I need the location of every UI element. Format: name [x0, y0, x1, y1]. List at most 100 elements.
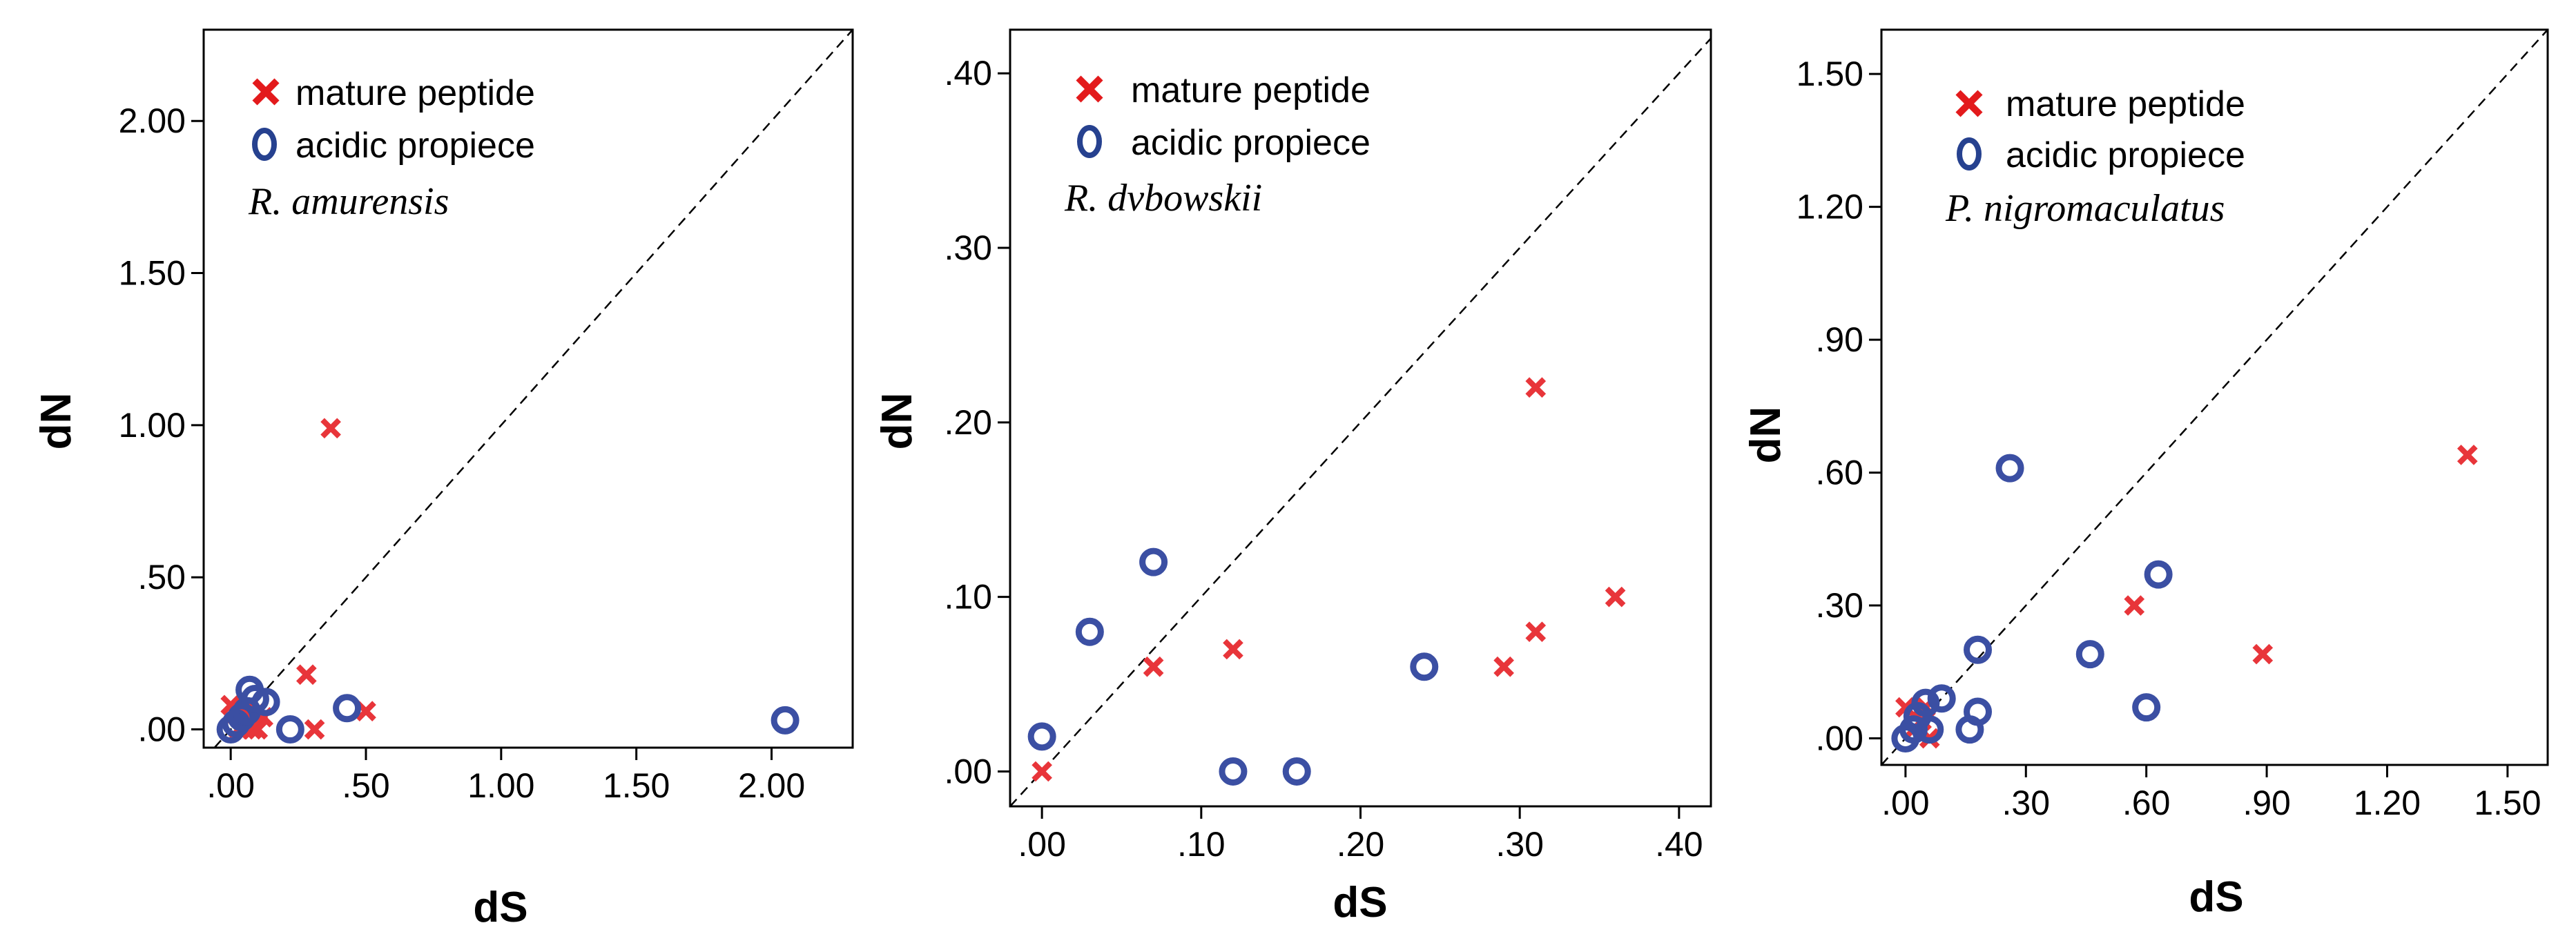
mature-peptide-point [1493, 656, 1514, 677]
x-tick-label: 2.00 [738, 766, 805, 805]
species-label: R. amurensis [248, 180, 449, 223]
x-tick-label: .00 [1018, 825, 1066, 864]
mature-peptide-point [1525, 377, 1547, 398]
y-tick-label: 1.20 [1797, 188, 1863, 226]
x-axis-label: dS [2189, 873, 2243, 921]
chart-panel-p-nigromaculatus: .00 .30 .60 .90 1.20 1.50 .00 .30 .60 .90 1.20 1.50… [1742, 28, 2549, 921]
chart-panel-r-amurensis: .00 .50 1.00 1.50 2.00 .00 .50 1.00 1.50 2.00 mat… [32, 28, 854, 931]
y-tick-label: .30 [944, 229, 992, 267]
x-tick-label: .90 [2243, 784, 2291, 822]
x-tick-label: .30 [2002, 784, 2051, 822]
mature-peptide-point [304, 719, 325, 740]
x-axis-label: dS [1333, 879, 1387, 926]
legend-circle-icon [1957, 137, 1982, 171]
y-tick-label: .50 [137, 558, 186, 596]
acidic-propiece-point [1410, 652, 1439, 681]
mature-peptide-point [1032, 761, 1052, 782]
y-axis-label: dN [873, 393, 921, 450]
legend-label-mature-peptide: mature peptide [296, 73, 535, 113]
acidic-propiece-point [1964, 635, 1993, 664]
y-tick-label: .00 [137, 710, 186, 749]
legend-label-acidic-propiece: acidic propiece [1131, 123, 1371, 163]
legend-x-icon [252, 78, 280, 106]
y-tick-label: 1.50 [119, 254, 186, 293]
acidic-propiece-point [333, 694, 362, 723]
data-points [216, 418, 800, 744]
acidic-propiece-point [2144, 560, 2173, 589]
acidic-propiece-point [1139, 547, 1168, 576]
y-tick-label: 1.50 [1797, 55, 1863, 93]
species-label: P. nigromaculatus [1945, 187, 2225, 230]
legend-label-mature-peptide: mature peptide [1131, 70, 1371, 110]
legend: mature peptide acidic propiece R. dvbows… [1064, 70, 1371, 220]
acidic-propiece-point [1911, 688, 1940, 717]
x-tick-label: .60 [2122, 784, 2171, 822]
x-tick-label: .20 [1337, 825, 1385, 864]
mature-peptide-point [320, 418, 341, 439]
x-tick-label: 1.50 [603, 766, 670, 805]
identity-reference-line [1881, 29, 2548, 766]
mature-peptide-point [1605, 586, 1626, 608]
legend-x-icon [1955, 90, 1983, 117]
y-tick-label: .90 [1815, 320, 1863, 359]
y-tick-label: .30 [1815, 586, 1863, 625]
legend-circle-icon [252, 128, 277, 161]
y-axis-label: dN [1742, 407, 1790, 464]
mature-peptide-point [2252, 643, 2274, 665]
y-tick-label: 1.00 [119, 406, 186, 445]
x-tick-label: .00 [206, 766, 255, 805]
mature-peptide-point [1223, 639, 1243, 660]
legend: mature peptide acidic propiece P. nigrom… [1945, 84, 2245, 230]
identity-reference-line [213, 29, 853, 748]
x-tick-label: .40 [1655, 825, 1703, 864]
legend-x-icon [1076, 75, 1103, 103]
legend-circle-icon [1077, 125, 1102, 158]
acidic-propiece-point [2075, 640, 2104, 669]
axis-ticks: .00 .30 .60 .90 1.20 1.50 .00 .30 .60 .90 1.20 1.50 [1797, 55, 2541, 822]
acidic-propiece-point [771, 706, 800, 735]
acidic-propiece-point [1927, 684, 1956, 713]
mature-peptide-point [1895, 697, 1916, 718]
acidic-propiece-point [1075, 617, 1104, 646]
x-tick-label: 1.00 [467, 766, 534, 805]
mature-peptide-point [296, 664, 317, 686]
axis-ticks: .00 .50 1.00 1.50 2.00 .00 .50 1.00 1.50 2.00 [119, 101, 805, 805]
mature-peptide-point [1143, 656, 1164, 677]
acidic-propiece-point [1915, 715, 1944, 744]
y-tick-label: .40 [944, 54, 992, 93]
data-points [1891, 445, 2478, 753]
acidic-propiece-point [1027, 722, 1056, 751]
y-tick-label: 2.00 [119, 101, 186, 140]
x-tick-label: 1.20 [2354, 784, 2421, 822]
x-tick-label: 1.50 [2474, 784, 2541, 822]
x-axis-label: dS [473, 884, 527, 931]
x-tick-label: .00 [1881, 784, 1930, 822]
y-tick-label: .20 [944, 403, 992, 442]
acidic-propiece-point [1964, 697, 1993, 726]
species-label: R. dvbowskii [1064, 177, 1262, 220]
chart-panel-r-dvbowskii: .00 .10 .20 .30 .40 .00 .10 .20 .30 .40 mature pe… [873, 28, 1712, 926]
y-tick-label: .10 [944, 578, 992, 616]
acidic-propiece-point [2132, 693, 2161, 722]
legend-label-acidic-propiece: acidic propiece [296, 126, 535, 166]
mature-peptide-point [1525, 621, 1547, 643]
x-tick-label: .10 [1177, 825, 1226, 864]
x-tick-label: .30 [1495, 825, 1544, 864]
y-tick-label: .00 [944, 752, 992, 790]
axis-ticks: .00 .10 .20 .30 .40 .00 .10 .20 .30 .40 [944, 54, 1703, 864]
data-points [1027, 377, 1626, 786]
acidic-propiece-point [1899, 715, 1928, 744]
identity-reference-line [1009, 37, 1712, 807]
acidic-propiece-point [1219, 757, 1248, 786]
legend-label-acidic-propiece: acidic propiece [2006, 135, 2245, 175]
legend-label-mature-peptide: mature peptide [2006, 84, 2245, 124]
y-tick-label: .60 [1815, 454, 1863, 492]
legend: mature peptide acidic propiece R. amuren… [248, 73, 535, 223]
acidic-propiece-point [1282, 757, 1311, 786]
y-axis-label: dN [32, 393, 80, 450]
acidic-propiece-point [251, 688, 280, 717]
acidic-propiece-point [275, 715, 304, 744]
acidic-propiece-point [1995, 454, 2024, 483]
y-tick-label: .00 [1815, 719, 1863, 758]
